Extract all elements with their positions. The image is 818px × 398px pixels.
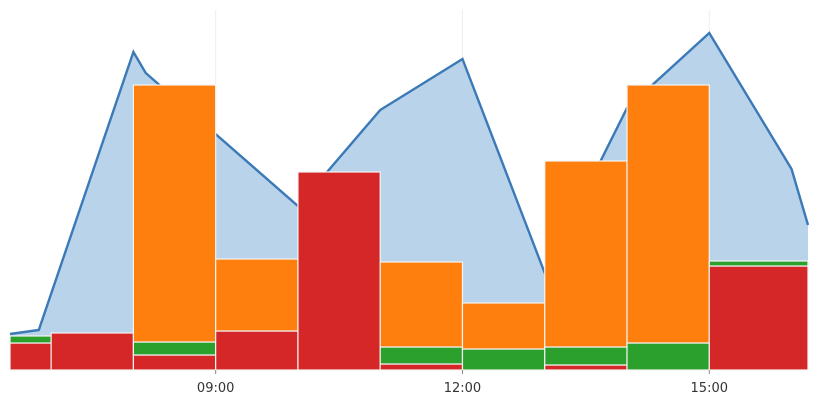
bar-6-orange-segment <box>461 302 546 350</box>
bar-9-green-segment <box>708 260 809 267</box>
bar-0-red-segment <box>9 342 52 371</box>
bar-2-red-segment <box>132 354 217 371</box>
bar-8-green-segment <box>626 342 710 371</box>
bar-1 <box>50 332 135 371</box>
bar-5 <box>379 261 464 371</box>
bar-8 <box>626 84 710 371</box>
bar-0-green-segment <box>9 335 52 344</box>
bar-1-red-segment <box>50 332 135 371</box>
bar-7-green-segment <box>544 346 628 366</box>
bar-8-orange-segment <box>626 84 710 344</box>
x-tick-label-2: 15:00 <box>691 381 728 396</box>
x-axis-ticks: 09:00 12:00 15:00 <box>197 370 728 396</box>
bar-2-orange-segment <box>132 84 217 343</box>
x-tick-label-0: 09:00 <box>197 381 234 396</box>
bar-5-green-segment <box>379 346 464 365</box>
bar-7 <box>544 160 628 371</box>
bars-layer <box>9 84 809 371</box>
bar-3 <box>215 258 299 371</box>
bar-4 <box>297 171 381 371</box>
bar-5-red-segment <box>379 363 464 371</box>
bar-2-green-segment <box>132 341 217 356</box>
bar-0 <box>9 335 52 371</box>
area-line <box>9 31 810 336</box>
bar-6 <box>461 302 546 371</box>
x-tick-label-1: 12:00 <box>444 381 481 396</box>
bar-7-orange-segment <box>544 160 628 348</box>
bar-3-red-segment <box>215 330 299 371</box>
bar-9-red-segment <box>708 265 809 371</box>
bar-2 <box>132 84 217 371</box>
bar-6-green-segment <box>461 348 546 371</box>
bar-5-orange-segment <box>379 261 464 348</box>
bar-4-red-segment <box>297 171 381 371</box>
bar-7-red-segment <box>544 364 628 371</box>
bar-3-orange-segment <box>215 258 299 332</box>
bar-9 <box>708 260 809 371</box>
